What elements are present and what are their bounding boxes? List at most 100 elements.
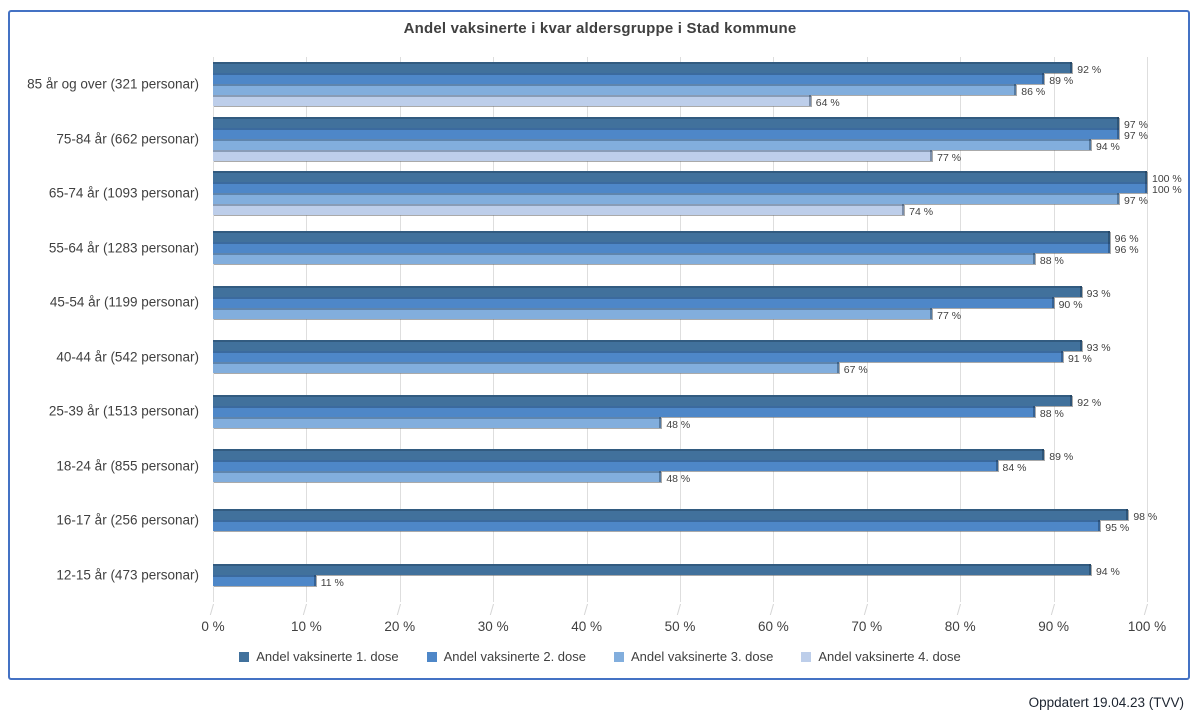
legend-item: Andel vaksinerte 3. dose	[614, 649, 773, 664]
category-band: 25-39 år (1513 personar) 92 % 88 % 48 %	[49, 384, 1147, 439]
bar-row: 93 %	[213, 340, 1147, 354]
bar	[213, 307, 933, 319]
bar-value-label: 48 %	[666, 418, 691, 431]
bar-row: 97 %	[213, 127, 1148, 142]
category-label: 40-44 år (542 personar)	[56, 349, 199, 365]
bar-row: 97 %	[213, 116, 1148, 131]
category-band: 16-17 år (256 personar) 98 % 95 %	[56, 493, 1157, 548]
plot-area: 0 % 10 % 20 % 30 % 40 % 50 % 60 % 70 % 80 % 90 % 1…	[27, 57, 1182, 634]
bar-value-label: 100 %	[1152, 173, 1182, 186]
bar-row: 98 %	[213, 509, 1157, 523]
bar-value-label: 97 %	[1123, 129, 1148, 142]
gridline	[960, 57, 962, 602]
bar-row: 89 %	[213, 449, 1147, 464]
category-band: 55-64 år (1283 personar) 96 % 96 % 88 %	[49, 221, 1147, 276]
bar-row: 67 %	[213, 362, 1147, 377]
footer-updated-text: Oppdatert 19.04.23 (TVV)	[1028, 695, 1184, 710]
bar	[213, 242, 1110, 254]
bar	[213, 62, 1073, 74]
bar	[213, 149, 933, 161]
bar-row: 93 %	[213, 285, 1147, 299]
bar-value-label: 92 %	[1077, 64, 1102, 77]
bar	[213, 460, 998, 472]
bar	[213, 116, 1119, 128]
category-band: 12-15 år (473 personar) 94 % 11 %	[56, 548, 1147, 603]
bar-value-label: 91 %	[1067, 353, 1092, 366]
bar	[213, 84, 1017, 96]
bar-row: 89 %	[213, 73, 1147, 88]
bar-row: 91 %	[213, 351, 1147, 366]
bar	[213, 193, 1119, 205]
gridline	[306, 57, 308, 602]
bar-value-label: 89 %	[1049, 451, 1074, 464]
bar	[213, 471, 662, 483]
bar-value-label: 48 %	[666, 473, 691, 486]
x-axis-label: 60 %	[758, 619, 789, 634]
bar	[213, 509, 1129, 521]
bar	[213, 138, 1091, 150]
category-band: 85 år og over (321 personar) 92 % 89 % 86 %…	[27, 57, 1147, 112]
bar-row: 74 %	[213, 204, 1147, 219]
bar-row: 97 %	[213, 193, 1148, 207]
legend-swatch-icon	[614, 651, 624, 662]
bar-value-label: 77 %	[937, 151, 962, 164]
bar-value-label: 95 %	[1105, 522, 1130, 535]
category-band: 75-84 år (662 personar) 97 % 97 % 94 % 77 %	[56, 112, 1148, 167]
legend: Andel vaksinerte 1. dose Andel vaksinerte…	[0, 649, 1200, 664]
bar-value-label: 97 %	[1123, 118, 1148, 131]
bar-value-label: 96 %	[1114, 244, 1139, 257]
category-label: 18-24 år (855 personar)	[56, 458, 199, 474]
x-axis-label: 80 %	[944, 619, 976, 634]
bar-row: 92 %	[213, 394, 1147, 409]
gridline	[680, 57, 681, 602]
gridline	[213, 57, 214, 602]
category-label: 12-15 år (473 personar)	[56, 567, 199, 583]
bar-row: 100 %	[213, 171, 1182, 185]
bar-row: 92 %	[213, 62, 1147, 77]
bar-value-label: 94 %	[1095, 140, 1120, 153]
bar	[213, 231, 1110, 243]
bar-value-label: 74 %	[909, 206, 934, 219]
bar	[213, 394, 1073, 406]
bar-value-label: 77 %	[937, 309, 962, 322]
bar	[213, 73, 1045, 85]
bar	[213, 520, 1101, 532]
gridline	[1147, 57, 1148, 602]
category-label: 85 år og over (321 personar)	[27, 76, 199, 92]
bar-row: 84 %	[213, 460, 1147, 474]
bar-value-label: 100 %	[1152, 184, 1182, 197]
chart-title: Andel vaksinerte i kvar aldersgruppe i S…	[403, 20, 797, 37]
bar-row: 77 %	[213, 149, 1147, 164]
bar	[213, 204, 905, 216]
bar	[213, 253, 1035, 265]
gridline	[493, 57, 495, 602]
legend-label: Andel vaksinerte 2. dose	[443, 649, 586, 664]
bar-row: 100 %	[213, 182, 1182, 196]
bar-value-label: 67 %	[843, 364, 868, 377]
category-label: 55-64 år (1283 personar)	[48, 240, 199, 256]
bar-value-label: 92 %	[1077, 396, 1102, 409]
bar-value-label: 64 %	[815, 97, 840, 110]
gridline	[866, 57, 868, 602]
bar-value-label: 98 %	[1133, 511, 1158, 524]
bar-row: 48 %	[213, 416, 1147, 431]
x-axis-label: 20 %	[384, 619, 416, 634]
bar-row: 77 %	[213, 307, 1147, 322]
bar-row: 64 %	[213, 95, 1147, 110]
bar-row: 96 %	[213, 242, 1147, 257]
legend-swatch-icon	[801, 651, 812, 662]
gridline	[586, 57, 588, 602]
legend-item: Andel vaksinerte 2. dose	[426, 649, 586, 664]
bar-value-label: 89 %	[1049, 75, 1074, 88]
x-axis-label: 40 %	[571, 619, 602, 634]
bar-row: 88 %	[213, 405, 1147, 419]
bar	[213, 563, 1091, 575]
legend-swatch-icon	[426, 651, 437, 662]
bar-row: 86 %	[213, 84, 1147, 98]
category-band: 45-54 år (1199 personar) 93 % 90 % 77 %	[50, 275, 1147, 330]
bar	[213, 405, 1035, 417]
x-axis-label: 70 %	[851, 619, 883, 634]
bar	[213, 574, 316, 586]
category-label: 16-17 år (256 personar)	[56, 512, 199, 528]
category-band: 40-44 år (542 personar) 93 % 91 % 67 %	[56, 330, 1147, 385]
